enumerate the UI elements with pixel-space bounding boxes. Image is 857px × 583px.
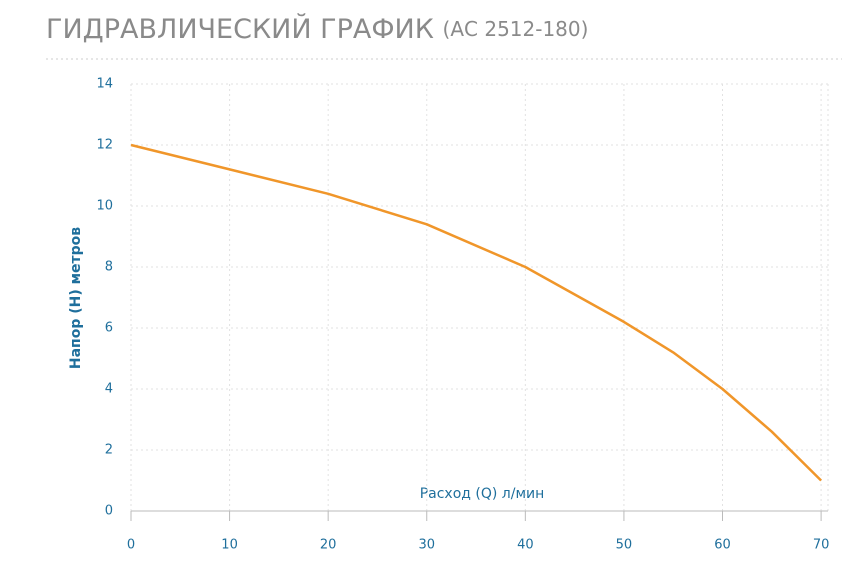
y-tick-label: 8	[105, 260, 113, 275]
x-axis-label: Расход (Q) л/мин	[420, 486, 545, 502]
y-tick-label: 4	[105, 382, 113, 397]
y-tick-label: 0	[105, 504, 113, 519]
data-line	[130, 143, 822, 482]
y-tick-label: 12	[96, 138, 113, 153]
x-tick-label: 50	[616, 538, 633, 553]
y-axis-label: Напор (Н) метров	[68, 227, 84, 369]
x-tick-label: 10	[221, 538, 238, 553]
y-tick-label: 10	[96, 199, 113, 214]
x-tick-label: 40	[517, 538, 534, 553]
y-tick-label: 6	[105, 321, 113, 336]
x-tick-label: 70	[813, 538, 830, 553]
x-tick-label: 20	[320, 538, 337, 553]
y-tick-label: 14	[96, 77, 113, 92]
subtitle: (АС 2512-180)	[443, 17, 589, 41]
x-tick-label: 60	[714, 538, 731, 553]
x-tick-label: 30	[418, 538, 435, 553]
chart-title: ГИДРАВЛИЧЕСКИЙ ГРАФИК (АС 2512-180)	[46, 13, 588, 45]
title: ГИДРАВЛИЧЕСКИЙ ГРАФИК	[46, 13, 434, 45]
x-tick-label: 0	[127, 538, 135, 553]
y-tick-label: 2	[105, 443, 113, 458]
